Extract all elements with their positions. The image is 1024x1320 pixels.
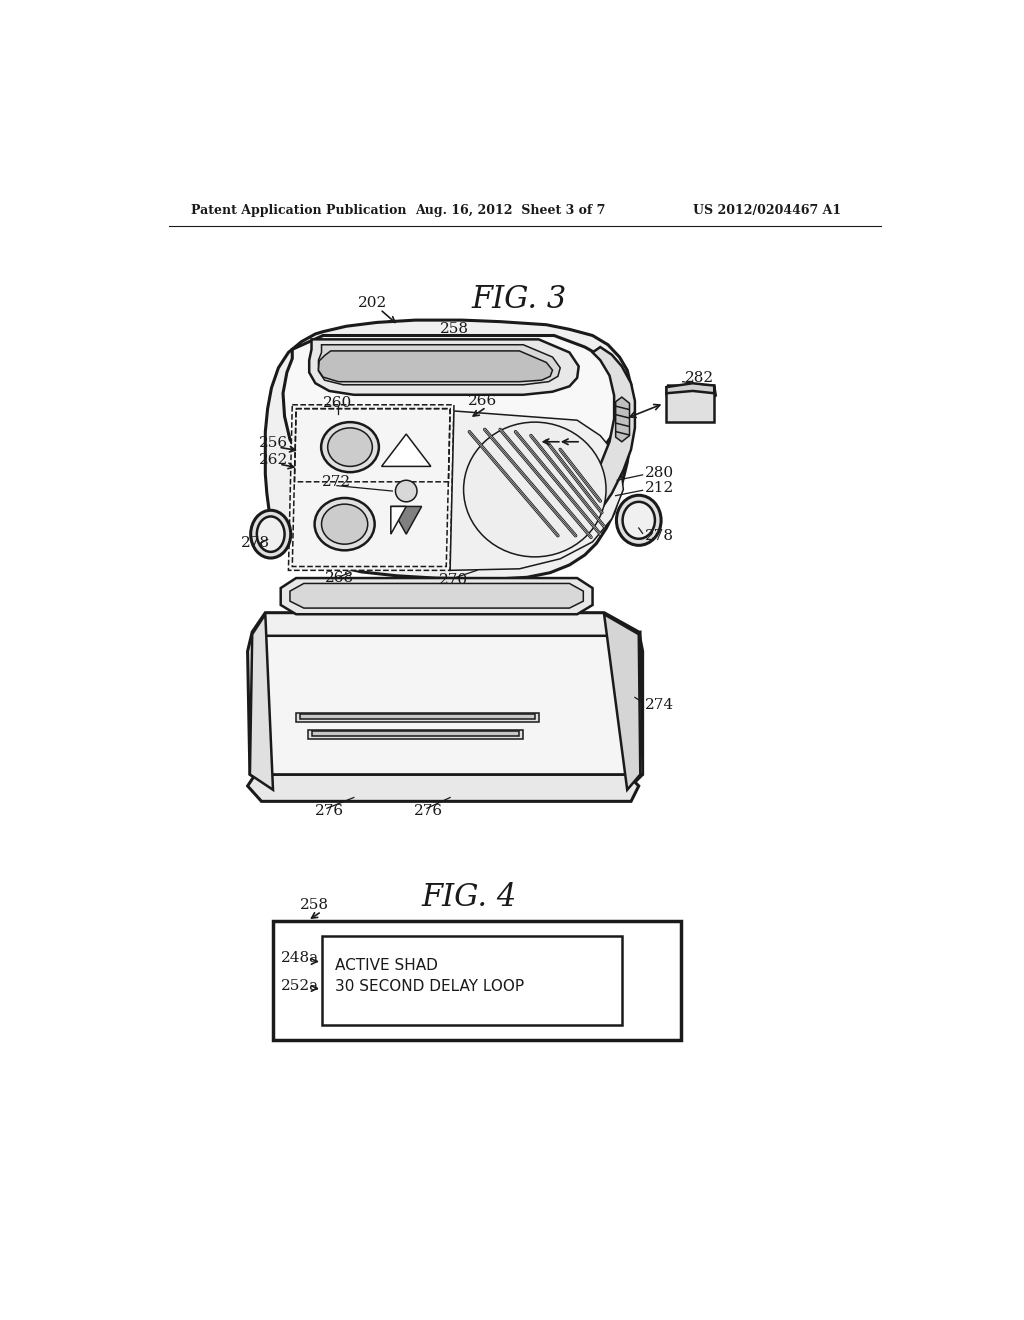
Polygon shape	[290, 583, 584, 609]
Text: Aug. 16, 2012  Sheet 3 of 7: Aug. 16, 2012 Sheet 3 of 7	[416, 205, 606, 218]
Text: FIG. 4: FIG. 4	[422, 882, 517, 913]
Polygon shape	[296, 713, 539, 722]
Text: 276: 276	[315, 804, 344, 818]
Ellipse shape	[328, 428, 373, 466]
Text: 252a: 252a	[281, 979, 318, 993]
Polygon shape	[311, 731, 519, 737]
Polygon shape	[451, 411, 624, 570]
Text: 282: 282	[685, 371, 714, 385]
Ellipse shape	[616, 495, 662, 545]
Text: Patent Application Publication: Patent Application Publication	[190, 205, 407, 218]
Text: 268: 268	[325, 572, 353, 585]
Polygon shape	[289, 405, 454, 570]
Text: 258: 258	[300, 899, 329, 912]
Polygon shape	[252, 636, 630, 775]
Polygon shape	[318, 351, 553, 381]
Polygon shape	[307, 730, 523, 739]
Polygon shape	[615, 397, 630, 442]
Text: 280: 280	[645, 466, 674, 479]
Text: 270: 270	[438, 573, 468, 587]
Polygon shape	[248, 612, 643, 789]
Polygon shape	[265, 321, 633, 578]
Circle shape	[395, 480, 417, 502]
Polygon shape	[667, 385, 716, 404]
Text: 272: 272	[322, 475, 350, 488]
Polygon shape	[382, 434, 431, 466]
Bar	[667, 387, 714, 422]
Ellipse shape	[251, 511, 291, 558]
Polygon shape	[318, 345, 560, 385]
Polygon shape	[248, 775, 639, 801]
Text: ACTIVE SHAD: ACTIVE SHAD	[335, 958, 437, 973]
Polygon shape	[547, 347, 635, 548]
Bar	[273, 921, 681, 1040]
Text: 260: 260	[323, 396, 352, 411]
Text: 278: 278	[645, 529, 674, 543]
Polygon shape	[667, 383, 714, 393]
Text: 248a: 248a	[281, 950, 318, 965]
Text: 30 SECOND DELAY LOOP: 30 SECOND DELAY LOOP	[335, 978, 523, 994]
Polygon shape	[668, 404, 700, 420]
Ellipse shape	[322, 504, 368, 544]
Ellipse shape	[623, 502, 655, 539]
Text: 274: 274	[645, 698, 674, 711]
Ellipse shape	[314, 498, 375, 550]
Ellipse shape	[464, 422, 606, 557]
Text: 202: 202	[357, 296, 387, 310]
Polygon shape	[391, 507, 407, 535]
Polygon shape	[283, 335, 622, 499]
Text: FIG. 3: FIG. 3	[472, 284, 567, 314]
Text: US 2012/0204467 A1: US 2012/0204467 A1	[692, 205, 841, 218]
Text: 256: 256	[259, 437, 289, 450]
Bar	[322, 936, 622, 1024]
Text: 278: 278	[241, 536, 269, 550]
Ellipse shape	[322, 422, 379, 473]
Text: 262: 262	[259, 453, 289, 467]
Text: 258: 258	[439, 322, 468, 337]
Text: 266: 266	[468, 393, 497, 408]
Polygon shape	[300, 714, 535, 719]
Polygon shape	[309, 339, 579, 395]
Text: 212: 212	[645, 480, 674, 495]
Polygon shape	[250, 614, 273, 789]
Polygon shape	[604, 614, 640, 789]
Text: 276: 276	[414, 804, 443, 818]
Polygon shape	[628, 632, 643, 775]
Polygon shape	[281, 578, 593, 614]
Ellipse shape	[257, 516, 285, 552]
Polygon shape	[391, 507, 422, 535]
